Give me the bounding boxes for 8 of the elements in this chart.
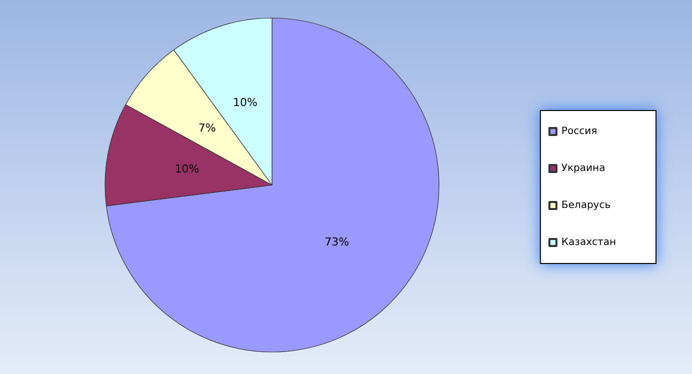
data-label: 10% [174, 162, 200, 176]
data-label: 7% [198, 121, 216, 134]
legend-label: Россия [561, 126, 598, 137]
legend-label: Казахстан [561, 237, 616, 248]
legend-label: Беларусь [561, 200, 611, 211]
legend-label: Украина [561, 163, 606, 174]
data-label: 73% [324, 236, 350, 249]
data-label: 10% [233, 96, 258, 110]
